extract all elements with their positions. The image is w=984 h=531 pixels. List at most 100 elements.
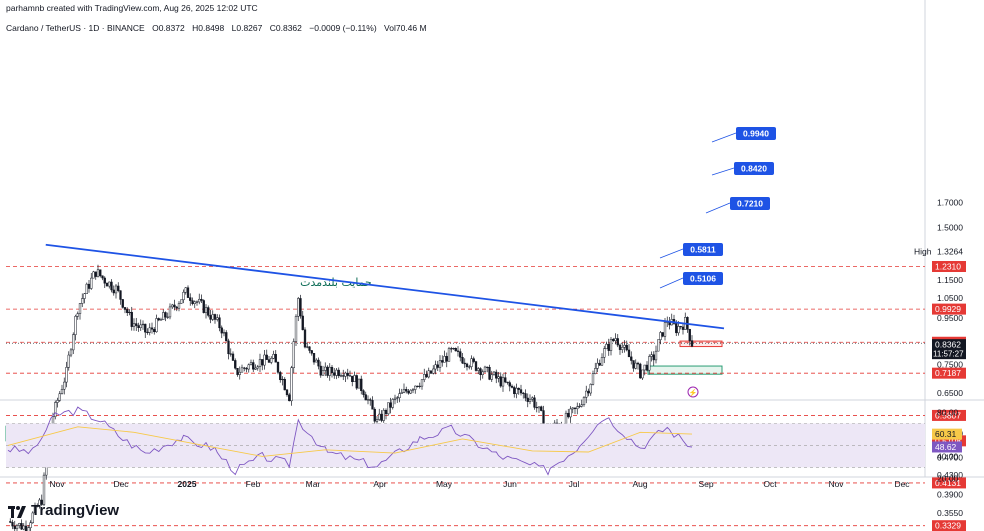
- candle-body[interactable]: [177, 303, 181, 309]
- candle-body[interactable]: [263, 354, 266, 366]
- candle-body[interactable]: [657, 339, 660, 352]
- candle-body[interactable]: [526, 397, 529, 402]
- candle-body[interactable]: [20, 523, 23, 530]
- candle-body[interactable]: [441, 360, 444, 363]
- candle-body[interactable]: [508, 382, 511, 387]
- candle-body[interactable]: [636, 362, 640, 365]
- candle-body[interactable]: [623, 344, 626, 348]
- candle-body[interactable]: [319, 365, 322, 376]
- candle-body[interactable]: [130, 311, 133, 327]
- candle-body[interactable]: [276, 361, 280, 373]
- candle-body[interactable]: [357, 378, 361, 389]
- candle-body[interactable]: [540, 406, 543, 411]
- candle-body[interactable]: [231, 353, 235, 361]
- candle-body[interactable]: [436, 364, 439, 368]
- candle-body[interactable]: [483, 366, 487, 373]
- candle-body[interactable]: [63, 381, 66, 390]
- candle-body[interactable]: [630, 356, 633, 361]
- candle-body[interactable]: [220, 327, 223, 334]
- candle-body[interactable]: [265, 354, 268, 360]
- candle-body[interactable]: [396, 397, 399, 399]
- candle-body[interactable]: [490, 374, 493, 380]
- candle-body[interactable]: [472, 358, 475, 362]
- candle-body[interactable]: [213, 314, 217, 320]
- callout-box[interactable]: [736, 127, 776, 140]
- candle-body[interactable]: [306, 346, 309, 348]
- candle-body[interactable]: [204, 307, 208, 313]
- candle-body[interactable]: [261, 359, 264, 366]
- candle-body[interactable]: [247, 364, 250, 370]
- candle-body[interactable]: [450, 348, 453, 350]
- candle-body[interactable]: [312, 353, 316, 363]
- candle-body[interactable]: [360, 378, 363, 391]
- candle-body[interactable]: [492, 371, 496, 375]
- candle-body[interactable]: [663, 322, 667, 337]
- candle-body[interactable]: [625, 344, 628, 351]
- candle-body[interactable]: [382, 409, 385, 421]
- candle-body[interactable]: [470, 358, 473, 367]
- candle-body[interactable]: [598, 362, 601, 366]
- candle-body[interactable]: [164, 312, 167, 318]
- candle-body[interactable]: [56, 400, 59, 403]
- candle-body[interactable]: [474, 361, 478, 371]
- candle-body[interactable]: [76, 313, 79, 317]
- candle-body[interactable]: [495, 371, 498, 379]
- candle-body[interactable]: [58, 393, 61, 401]
- candle-body[interactable]: [155, 318, 158, 333]
- candle-body[interactable]: [303, 329, 307, 348]
- candle-body[interactable]: [355, 375, 358, 389]
- candle-body[interactable]: [110, 281, 113, 291]
- candle-body[interactable]: [569, 408, 572, 418]
- candle-body[interactable]: [432, 368, 435, 374]
- candle-body[interactable]: [607, 343, 610, 351]
- candle-body[interactable]: [425, 374, 428, 378]
- candle-body[interactable]: [33, 505, 37, 514]
- candle-body[interactable]: [81, 298, 84, 304]
- candle-body[interactable]: [123, 307, 127, 310]
- candle-body[interactable]: [99, 269, 102, 277]
- candle-body[interactable]: [85, 283, 88, 294]
- candle-body[interactable]: [256, 366, 259, 369]
- candle-body[interactable]: [103, 277, 106, 284]
- candle-body[interactable]: [162, 312, 165, 320]
- candle-body[interactable]: [643, 364, 646, 371]
- candle-body[interactable]: [573, 407, 577, 410]
- candle-body[interactable]: [279, 372, 282, 380]
- candle-body[interactable]: [407, 390, 410, 394]
- candle-body[interactable]: [310, 350, 313, 354]
- candle-body[interactable]: [603, 348, 606, 358]
- candle-body[interactable]: [362, 390, 365, 395]
- candle-body[interactable]: [497, 376, 500, 379]
- candle-body[interactable]: [515, 387, 518, 395]
- candle-body[interactable]: [132, 323, 136, 327]
- candle-body[interactable]: [688, 329, 691, 341]
- candle-body[interactable]: [11, 522, 14, 527]
- candle-body[interactable]: [27, 527, 30, 531]
- candle-body[interactable]: [135, 323, 138, 326]
- candle-body[interactable]: [587, 390, 590, 394]
- candle-body[interactable]: [243, 367, 246, 369]
- candle-body[interactable]: [452, 347, 455, 350]
- candle-body[interactable]: [335, 369, 338, 376]
- candle-body[interactable]: [652, 354, 655, 361]
- candle-body[interactable]: [501, 377, 505, 387]
- candle-body[interactable]: [222, 332, 226, 334]
- candle-body[interactable]: [90, 277, 93, 289]
- candle-body[interactable]: [119, 290, 122, 300]
- candle-body[interactable]: [301, 315, 304, 331]
- candle-body[interactable]: [337, 369, 340, 377]
- candle-body[interactable]: [290, 367, 293, 402]
- candle-body[interactable]: [189, 297, 192, 301]
- candle-body[interactable]: [420, 379, 424, 387]
- candle-body[interactable]: [621, 347, 624, 350]
- candle-body[interactable]: [292, 341, 295, 369]
- candle-body[interactable]: [375, 419, 379, 422]
- candle-body[interactable]: [144, 323, 147, 333]
- callout-box[interactable]: [734, 162, 774, 175]
- candle-body[interactable]: [186, 287, 190, 298]
- candle-body[interactable]: [67, 354, 70, 368]
- candle-body[interactable]: [528, 398, 532, 402]
- candle-body[interactable]: [589, 383, 592, 394]
- resistance-zone-box[interactable]: [679, 340, 723, 348]
- candle-body[interactable]: [517, 387, 520, 390]
